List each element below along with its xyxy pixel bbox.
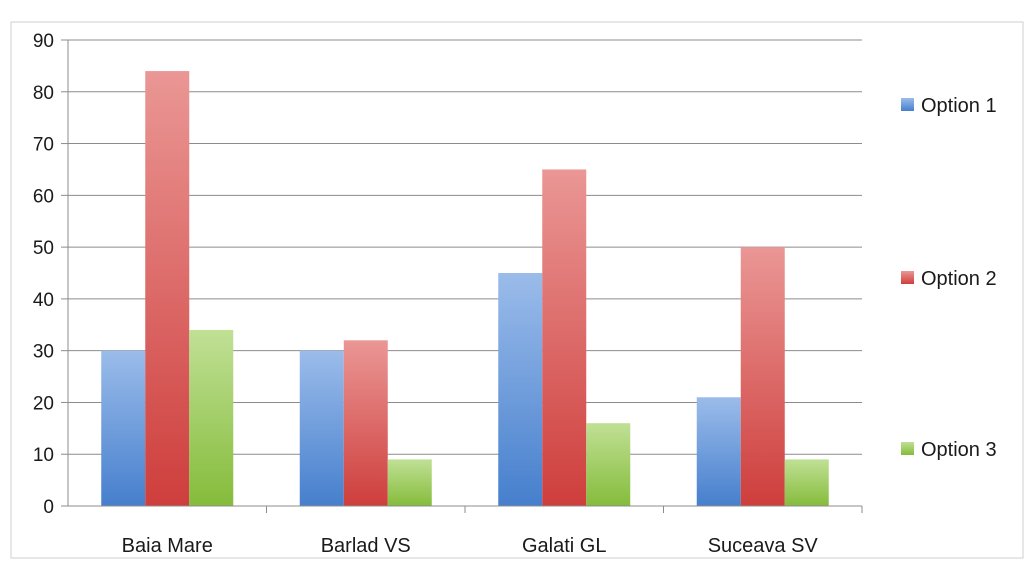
legend-label: Option 3 [921,439,997,461]
bar-option-1-galati-gl [498,273,543,506]
y-tick-label: 40 [33,290,54,311]
y-tick-label: 30 [33,342,54,363]
bar-option-3-suceava-sv [784,459,829,506]
legend-swatch [901,442,914,455]
y-tick-label: 80 [33,83,54,104]
legend-label: Option 1 [921,95,997,117]
x-axis-category-labels: Baia Mare Barlad VS Galati GL Suceava SV [122,535,819,557]
bars [101,71,829,507]
bar-option-1-barlad-vs [299,350,344,506]
x-category-label: Galati GL [522,535,606,557]
bar-option-2-barlad-vs [343,340,388,506]
x-category-label: Suceava SV [708,535,819,557]
y-axis-tick-labels: 0 10 20 30 40 50 60 70 80 90 [33,31,54,518]
bar-option-3-baia-mare [189,329,234,506]
legend: Option 1 Option 2 Option 3 [901,95,997,461]
y-tick-label: 10 [33,445,54,466]
x-category-label: Barlad VS [321,535,411,557]
bar-option-3-galati-gl [586,423,631,506]
legend-swatch [901,271,914,284]
y-tick-label: 0 [43,497,54,518]
bar-option-1-baia-mare [101,350,146,506]
bar-option-2-suceava-sv [740,247,785,506]
y-tick-label: 70 [33,135,54,156]
y-tick-label: 60 [33,186,54,207]
legend-swatch [901,98,914,111]
bar-option-3-barlad-vs [387,459,432,506]
bar-option-2-galati-gl [542,169,587,506]
bar-option-1-suceava-sv [696,397,741,506]
bar-option-2-baia-mare [145,71,190,507]
y-tick-label: 90 [33,31,54,52]
y-tick-label: 50 [33,238,54,259]
y-tick-label: 20 [33,393,54,414]
axes [61,39,863,513]
legend-label: Option 2 [921,268,997,290]
x-category-label: Baia Mare [122,535,213,557]
